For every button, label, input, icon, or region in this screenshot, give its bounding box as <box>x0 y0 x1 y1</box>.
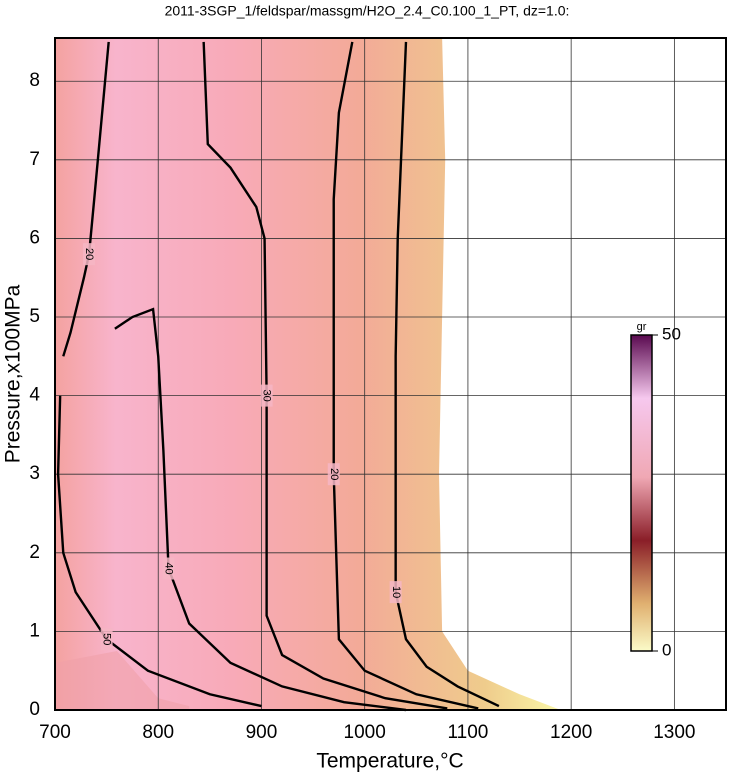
field-lower <box>55 651 190 710</box>
y-tick-label: 8 <box>29 70 40 91</box>
y-tick-label: 7 <box>29 149 40 170</box>
chart-title: 2011-3SGP_1/feldspar/massgm/H2O_2.4_C0.1… <box>165 3 570 19</box>
x-tick-label: 800 <box>142 722 174 743</box>
contour-label-bg <box>260 384 273 407</box>
y-tick-label: 5 <box>29 306 40 327</box>
x-tick-label: 1200 <box>550 722 592 743</box>
x-tick-label: 1300 <box>653 722 695 743</box>
contour-label: 50 <box>101 633 113 645</box>
contour-line <box>56 395 262 708</box>
contour-label-bg <box>327 463 340 486</box>
y-tick-label: 0 <box>29 699 40 720</box>
y-tick-label: 3 <box>29 463 40 484</box>
contour-label: 30 <box>261 389 273 401</box>
contour-label-bg <box>83 243 96 266</box>
y-tick-label: 6 <box>29 227 40 248</box>
x-tick-label: 1100 <box>447 722 488 743</box>
y-axis-label: Pressure,x100MPa <box>2 284 25 463</box>
colorbar-label: gr <box>637 321 647 333</box>
colorbar-tick-label: 0 <box>662 640 671 659</box>
contour-label: 10 <box>390 586 402 598</box>
y-tick-label: 4 <box>29 385 40 406</box>
contour-label: 20 <box>328 468 340 480</box>
colorbar-tick-label: 50 <box>662 324 681 343</box>
contour-label: 40 <box>163 562 175 574</box>
contour-label-bg <box>100 628 113 651</box>
y-tick-label: 1 <box>29 620 40 641</box>
plot-frame <box>54 37 727 711</box>
contour-label-bg <box>162 557 175 580</box>
contour-label: 20 <box>83 248 95 260</box>
x-axis-label: Temperature,°C <box>316 750 463 773</box>
y-tick-label: 2 <box>29 542 40 563</box>
contour-label-bg <box>389 581 402 604</box>
x-tick-label: 1000 <box>344 722 386 743</box>
x-tick-label: 700 <box>39 722 71 743</box>
field-fill <box>55 38 561 710</box>
x-tick-label: 900 <box>246 722 278 743</box>
colorbar <box>630 334 653 652</box>
